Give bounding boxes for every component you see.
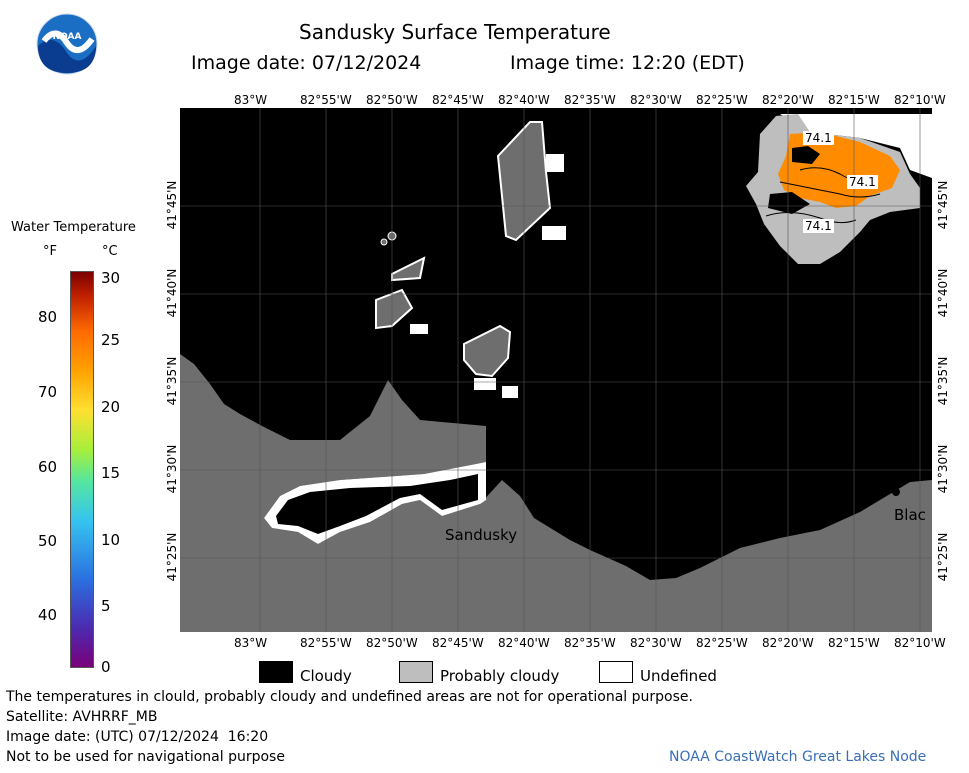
colorbar-tick-c: 25 bbox=[101, 331, 121, 349]
islet bbox=[380, 238, 388, 246]
image-date: Image date: 07/12/2024 bbox=[191, 52, 422, 74]
lon-label-bottom: 82°45'W bbox=[432, 636, 484, 650]
colorbar-tick-c: 20 bbox=[101, 398, 121, 416]
island-undefined-3 bbox=[410, 324, 428, 334]
lon-label-top: 83°W bbox=[234, 93, 268, 107]
contour-label: 74.1 bbox=[847, 175, 878, 189]
legend-swatch-cloudy bbox=[259, 661, 293, 683]
legend-swatch-undefined bbox=[599, 661, 633, 683]
logo-text: NOAA bbox=[53, 32, 82, 42]
lon-label-top: 82°55'W bbox=[300, 93, 352, 107]
contour-line bbox=[779, 181, 881, 198]
legend-label-cloudy: Cloudy bbox=[300, 667, 352, 685]
lon-label-bottom: 82°15'W bbox=[828, 636, 880, 650]
legend-label-probably-cloudy: Probably cloudy bbox=[440, 667, 560, 685]
navigation-warning: Not to be used for navigational purpose bbox=[6, 749, 285, 765]
lat-label-left: 41°30'N bbox=[165, 444, 179, 494]
colorbar-title: Water Temperature bbox=[11, 220, 136, 235]
lon-label-top: 82°10'W bbox=[894, 93, 946, 107]
contour-line bbox=[765, 212, 857, 224]
colorbar-tick-f: 50 bbox=[38, 532, 58, 550]
colorbar-tick-f: 80 bbox=[38, 308, 58, 326]
ne-cloudy-patch bbox=[792, 146, 820, 164]
city-label-sandusky: Sandusky bbox=[445, 526, 518, 544]
lat-label-right: 41°45'N bbox=[936, 180, 950, 230]
island-undefined-2 bbox=[542, 226, 566, 240]
lon-label-bottom: 82°25'W bbox=[696, 636, 748, 650]
lon-label-bottom: 82°35'W bbox=[564, 636, 616, 650]
island-middle-bass bbox=[463, 324, 512, 378]
credit-text: NOAA CoastWatch Great Lakes Node bbox=[669, 749, 927, 765]
lat-label-right: 41°30'N bbox=[936, 444, 950, 494]
colorbar-unit-c: °C bbox=[102, 244, 118, 259]
lon-label-bottom: 82°40'W bbox=[498, 636, 550, 650]
sandusky-bay-cloudy bbox=[276, 474, 478, 534]
image-time: Image time: 12:20 (EDT) bbox=[510, 52, 745, 74]
colorbar-tick-c: 0 bbox=[101, 658, 111, 676]
colorbar bbox=[70, 271, 94, 668]
colorbar-tick-f: 40 bbox=[38, 606, 58, 624]
lon-label-top: 82°40'W bbox=[498, 93, 550, 107]
city-label-blac: Blac bbox=[894, 506, 926, 524]
page-title: Sandusky Surface Temperature bbox=[299, 20, 611, 44]
lat-label-left: 41°45'N bbox=[165, 180, 179, 230]
colorbar-unit-f: °F bbox=[43, 244, 57, 259]
lat-label-right: 41°35'N bbox=[936, 356, 950, 406]
legend-swatch-probably-cloudy bbox=[399, 661, 433, 683]
colorbar-tick-c: 10 bbox=[101, 531, 121, 549]
lat-label-left: 41°35'N bbox=[165, 356, 179, 406]
lat-label-right: 41°25'N bbox=[936, 532, 950, 582]
graticule bbox=[180, 108, 932, 632]
lon-label-bottom: 82°20'W bbox=[762, 636, 814, 650]
lon-label-bottom: 82°10'W bbox=[894, 636, 946, 650]
island-undefined-4 bbox=[474, 378, 496, 390]
lon-label-top: 82°30'W bbox=[630, 93, 682, 107]
island-undefined-1 bbox=[546, 154, 564, 172]
colorbar-tick-f: 60 bbox=[38, 458, 58, 476]
legend-label-undefined: Undefined bbox=[640, 667, 717, 685]
contour-label: 74.1 bbox=[803, 131, 834, 145]
colorbar-tick-c: 30 bbox=[101, 269, 121, 287]
colorbar-tick-c: 5 bbox=[101, 597, 111, 615]
lon-label-top: 82°15'W bbox=[828, 93, 880, 107]
contour-label: 74.1 bbox=[803, 219, 834, 233]
lon-label-top: 82°25'W bbox=[696, 93, 748, 107]
lon-label-bottom: 82°55'W bbox=[300, 636, 352, 650]
lat-label-left: 41°40'N bbox=[165, 268, 179, 318]
colorbar-tick-f: 70 bbox=[38, 383, 58, 401]
lat-label-right: 41°40'N bbox=[936, 268, 950, 318]
island-south-bass bbox=[375, 288, 414, 330]
utc-date-text: Image date: (UTC) 07/12/2024 16:20 bbox=[6, 729, 269, 745]
lon-label-bottom: 82°30'W bbox=[630, 636, 682, 650]
shoreline-land bbox=[180, 354, 932, 632]
satellite-text: Satellite: AVHRRF_MB bbox=[6, 709, 158, 725]
lon-label-top: 82°50'W bbox=[366, 93, 418, 107]
ne-undefined bbox=[780, 114, 932, 178]
lon-label-top: 82°20'W bbox=[762, 93, 814, 107]
disclaimer-text: The temperatures in clould, probably clo… bbox=[6, 689, 693, 705]
lon-label-bottom: 82°50'W bbox=[366, 636, 418, 650]
map-area bbox=[180, 108, 932, 632]
lon-label-bottom: 83°W bbox=[234, 636, 268, 650]
ne-cloudy-patch bbox=[768, 192, 810, 214]
colorbar-tick-c: 15 bbox=[101, 464, 121, 482]
lon-label-top: 82°45'W bbox=[432, 93, 484, 107]
lat-label-left: 41°25'N bbox=[165, 532, 179, 582]
city-marker bbox=[892, 488, 900, 496]
noaa-logo: NOAA bbox=[36, 13, 98, 75]
lon-label-top: 82°35'W bbox=[564, 93, 616, 107]
island-undefined-5 bbox=[502, 386, 518, 398]
